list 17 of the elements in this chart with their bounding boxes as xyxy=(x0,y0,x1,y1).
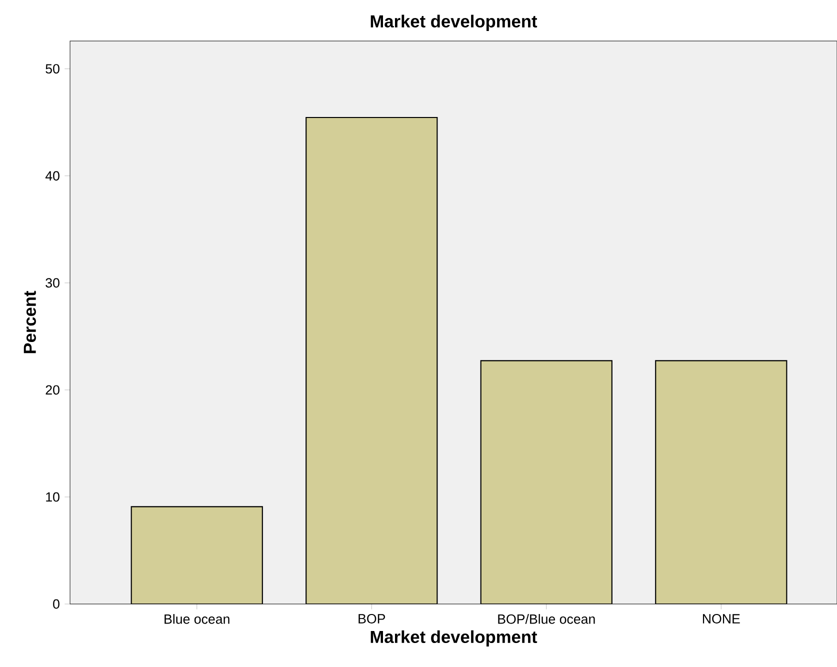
x-tick-label: BOP/Blue ocean xyxy=(498,614,595,624)
bar xyxy=(306,116,438,604)
x-axis-title: Market development xyxy=(370,630,538,646)
bar xyxy=(655,360,788,604)
x-tick-label: BOP xyxy=(358,614,386,624)
y-tick-label: 0 xyxy=(53,599,60,609)
y-tick-label: 20 xyxy=(46,385,60,395)
y-tick-label: 10 xyxy=(46,492,60,502)
y-tick-label: 30 xyxy=(46,278,60,288)
bar xyxy=(480,360,612,604)
x-tick-label: Blue ocean xyxy=(164,614,230,624)
x-tick-label: NONE xyxy=(702,614,740,624)
chart-title: Market development xyxy=(370,14,538,31)
y-tick-label: 40 xyxy=(45,171,60,181)
y-tick-label: 50 xyxy=(46,64,60,74)
y-axis-title: Percent xyxy=(24,290,36,354)
bar xyxy=(131,506,262,604)
